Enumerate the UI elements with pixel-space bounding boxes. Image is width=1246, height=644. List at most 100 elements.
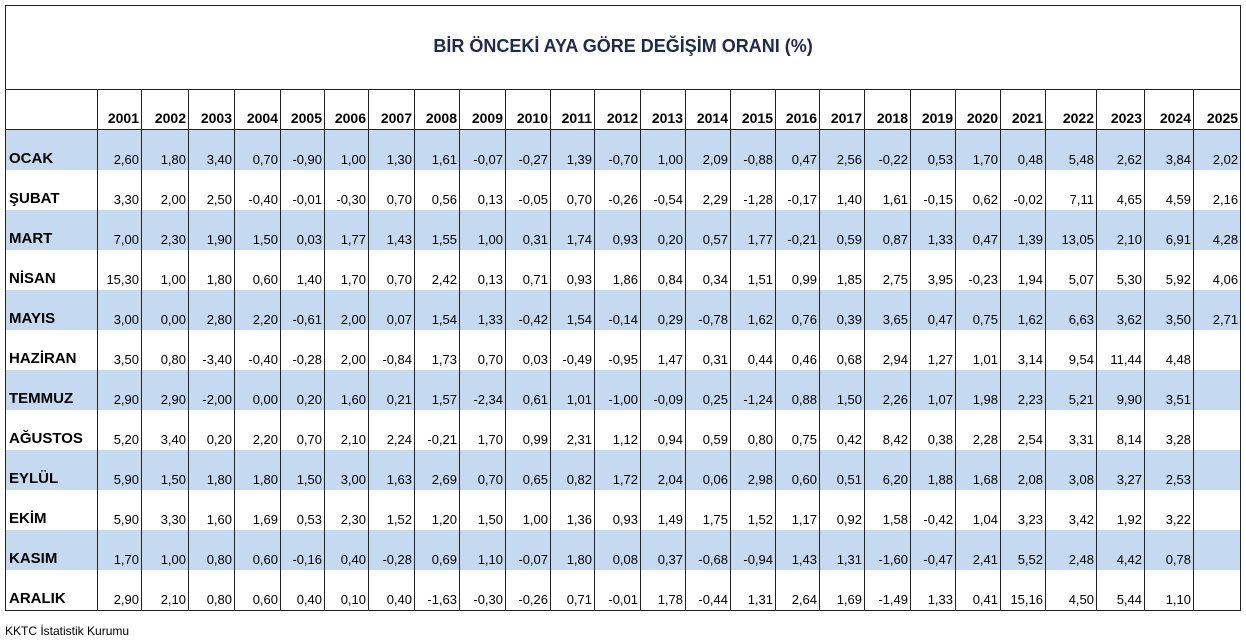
value-cell: 1,31 [819,530,865,570]
value-cell: 2,20 [234,290,281,330]
value-cell: 8,42 [864,410,911,450]
value-cell: -0,26 [594,170,641,210]
value-cell: 0,31 [505,210,551,250]
year-header: 2012 [594,89,641,130]
value-cell: 1,01 [955,330,1001,370]
value-cell: 2,71 [1192,290,1242,330]
value-cell: 1,70 [97,530,142,570]
value-cell: -0,21 [414,410,460,450]
value-cell: 2,98 [730,450,776,490]
data-row: HAZİRAN 3,50 0,80 -3,40 -0,40 -0,28 2,00 -0,84 1… [5,330,1242,370]
value-cell: -0,40 [234,170,281,210]
value-cell: -2,00 [188,370,235,410]
value-cell: -0,70 [594,129,641,170]
value-cell: 0,62 [955,170,1001,210]
value-cell: 2,53 [1144,450,1194,490]
value-cell: 1,69 [819,570,865,611]
value-cell: 3,62 [1096,290,1145,330]
value-cell: 1,70 [459,410,506,450]
value-cell: -0,15 [910,170,956,210]
value-cell: 5,30 [1096,250,1145,290]
value-cell: 2,90 [97,370,142,410]
value-cell: 0,71 [550,570,595,611]
value-cell: 1,50 [459,490,506,530]
value-cell: 3,40 [141,410,189,450]
value-cell: 1,01 [550,370,595,410]
data-row: ARALIK 2,90 2,10 0,80 0,60 0,40 0,10 0,40 -1,63-… [5,570,1242,611]
value-cell: 3,65 [864,290,911,330]
data-row: MART 7,00 2,30 1,90 1,50 0,03 1,77 1,43 1,55 1,00… [5,210,1242,250]
value-cell: 3,50 [1144,290,1194,330]
value-cell: 0,80 [188,530,235,570]
value-cell: 5,52 [1000,530,1046,570]
value-cell: 2,54 [1000,410,1046,450]
value-cell: 0,40 [368,570,415,611]
value-cell: 15,16 [1000,570,1046,611]
value-cell: 1,33 [910,210,956,250]
value-cell: 1,47 [640,330,686,370]
value-cell: 11,44 [1096,330,1145,370]
value-cell: 0,70 [368,170,415,210]
value-cell: 1,27 [910,330,956,370]
value-cell: 0,61 [505,370,551,410]
value-cell: 1,51 [730,250,776,290]
value-cell: 0,94 [640,410,686,450]
year-header: 2007 [368,89,415,130]
year-header: 2017 [819,89,865,130]
value-cell: 7,00 [97,210,142,250]
value-cell [1192,490,1242,530]
value-cell: 2,75 [864,250,911,290]
month-label: AĞUSTOS [5,410,98,450]
data-table: BİR ÖNCEKİ AYA GÖRE DEĞİŞİM ORANI (%) 200… [4,5,1242,611]
value-cell: 1,00 [459,210,506,250]
month-label: MAYIS [5,290,98,330]
year-header: 2015 [730,89,776,130]
value-cell: 3,30 [97,170,142,210]
value-cell: 2,64 [775,570,820,611]
value-cell [1192,410,1242,450]
value-cell: 1,77 [324,210,369,250]
value-cell: 3,50 [97,330,142,370]
month-label: EYLÜL [5,450,98,490]
value-cell: 0,93 [594,490,641,530]
value-cell: -1,00 [594,370,641,410]
value-cell: 1,54 [550,290,595,330]
value-cell: 0,00 [234,370,281,410]
value-cell: 0,34 [685,250,731,290]
value-cell: 0,47 [775,129,820,170]
value-cell: 0,87 [864,210,911,250]
value-cell: -0,21 [775,210,820,250]
value-cell: 1,94 [1000,250,1046,290]
value-cell: 0,99 [505,410,551,450]
value-cell: 2,60 [97,129,142,170]
footer: KKTC İstatistik Kurumu [5,624,130,638]
value-cell: 2,30 [324,490,369,530]
value-cell: 5,90 [97,450,142,490]
value-cell: 0,40 [324,530,369,570]
value-cell: 3,27 [1096,450,1145,490]
value-cell: 0,46 [775,330,820,370]
value-cell: -0,88 [730,129,776,170]
table-title: BİR ÖNCEKİ AYA GÖRE DEĞİŞİM ORANI (%) [4,5,1242,90]
year-header: 2002 [141,89,189,130]
value-cell: 2,90 [97,570,142,611]
value-cell: 0,47 [910,290,956,330]
value-cell: 3,95 [910,250,956,290]
value-cell: 1,77 [730,210,776,250]
value-cell: 0,56 [414,170,460,210]
value-cell: -0,02 [1000,170,1046,210]
value-cell: 1,60 [324,370,369,410]
value-cell: 0,44 [730,330,776,370]
value-cell: 2,00 [324,290,369,330]
value-cell: 0,60 [234,530,281,570]
value-cell: 2,00 [324,330,369,370]
value-cell [1192,330,1242,370]
value-cell: 1,33 [910,570,956,611]
value-cell: 1,80 [141,129,189,170]
value-cell: 0,69 [414,530,460,570]
data-row: AĞUSTOS 5,20 3,40 0,20 2,20 0,70 2,10 2,24 -0,21… [5,410,1242,450]
data-row: EKİM 5,90 3,30 1,60 1,69 0,53 2,30 1,52 1,20 1,50… [5,490,1242,530]
value-cell: -0,01 [594,570,641,611]
value-cell: 2,56 [819,129,865,170]
value-cell: 0,29 [640,290,686,330]
